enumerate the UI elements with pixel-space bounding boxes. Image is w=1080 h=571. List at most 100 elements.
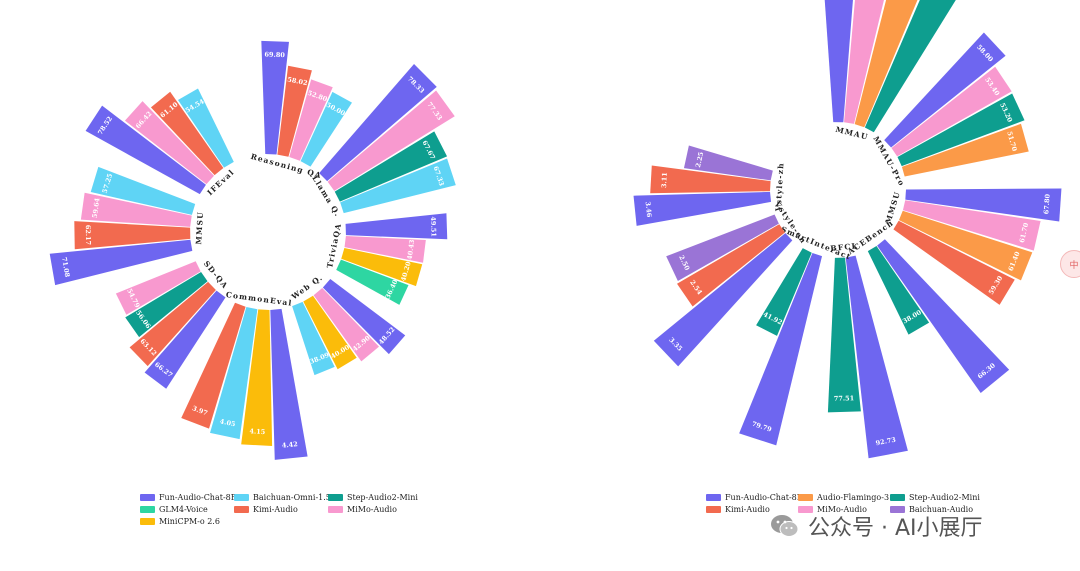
bar-triviaqa-minicpm-o-2-6[interactable]	[341, 247, 423, 287]
legend-label: MiMo-Audio	[817, 505, 867, 514]
wechat-icon	[771, 515, 799, 537]
bar-vstyle-zh-kimi-audio[interactable]	[650, 165, 771, 194]
bar-smartinteract-fun-audio-chat-8b[interactable]	[739, 253, 823, 446]
bar-mmau-pro-fun-audio-chat-8b[interactable]	[884, 32, 1006, 148]
bar-vstyle-en-baichuan-audio[interactable]	[666, 214, 779, 281]
value-label-mmsu-fun-audio-chat-8b: 71.08	[60, 256, 71, 278]
legend-item-minicpm-o-2-6[interactable]: MiniCPM-o 2.6	[140, 517, 220, 526]
bar-mmsu-baichuan-omni-1-5[interactable]	[90, 166, 196, 215]
legend-label: Fun-Audio-Chat-8B	[159, 493, 237, 502]
bar-commoneval-kimi-audio[interactable]	[181, 302, 246, 429]
bar-commoneval-minicpm-o-2-6[interactable]	[241, 309, 273, 446]
bar-web-q-mimo-audio[interactable]	[313, 288, 380, 362]
bar-mmau-pro-step-audio2-mini[interactable]	[897, 93, 1025, 167]
bar-web-q-minicpm-o-2-6[interactable]	[303, 295, 357, 370]
value-label-vstyle-zh-baichuan-audio: 2.25	[694, 151, 705, 169]
bar-reasoning-qa-mimo-audio[interactable]	[289, 79, 333, 161]
legend-item-audio-flamingo-3[interactable]: Audio-Flamingo-3	[798, 493, 889, 502]
bar-mmau-pro-mimo-audio[interactable]	[891, 66, 1012, 157]
legend-left: Fun-Audio-Chat-8B Baichuan-Omni-1.5 Step-A…	[140, 493, 440, 533]
category-label-mmsu: MMSU	[194, 211, 205, 245]
bar-reasoning-qa-fun-audio-chat-8b[interactable]	[261, 40, 289, 155]
legend-item-mimo-audio[interactable]: MiMo-Audio	[798, 505, 867, 514]
bar-mmau-fun-audio-chat-8b[interactable]	[821, 0, 858, 123]
value-label-mmsu-mimo-audio: 59.64	[91, 197, 102, 219]
bar-web-q-fun-audio-chat-8b[interactable]	[322, 278, 406, 355]
bar-sd-qa-kimi-audio[interactable]	[129, 281, 216, 367]
bar-bfcl-step-audio2-mini[interactable]	[827, 257, 861, 413]
legend-item-kimi-audio[interactable]: Kimi-Audio	[706, 505, 770, 514]
value-label-commoneval-minicpm-o-2-6: 4.15	[249, 427, 266, 436]
bar-web-q-baichuan-omni-1-5[interactable]	[292, 301, 335, 376]
legend-item-mimo-audio[interactable]: MiMo-Audio	[328, 505, 397, 514]
bar-mmau-audio-flamingo-3[interactable]	[854, 0, 930, 128]
bar-sd-qa-fun-audio-chat-8b[interactable]	[144, 290, 226, 389]
bar-mmau-pro-audio-flamingo-3[interactable]	[901, 123, 1029, 177]
bar-mmau-step-audio2-mini[interactable]	[864, 0, 963, 133]
bar-llama-q-fun-audio-chat-8b[interactable]	[319, 64, 437, 182]
bar-mmsu-audio-flamingo-3[interactable]	[898, 210, 1033, 281]
bar-ifeval-baichuan-omni-1-5[interactable]	[177, 88, 234, 168]
bar-triviaqa-mimo-audio[interactable]	[344, 235, 426, 263]
bar-acebench-step-audio2-mini[interactable]	[867, 246, 930, 335]
legend-item-fun-audio-chat-8b[interactable]: Fun-Audio-Chat-8B	[140, 493, 237, 502]
legend-item-step-audio2-mini[interactable]: Step-Audio2-Mini	[890, 493, 980, 502]
bar-mmsu-fun-audio-chat-8b[interactable]	[49, 239, 193, 286]
side-translate-badge[interactable]: 中	[1060, 250, 1080, 278]
legend-item-kimi-audio[interactable]: Kimi-Audio	[234, 505, 298, 514]
value-label-triviaqa-fun-audio-chat-8b: 49.51	[429, 216, 438, 237]
bar-vstyle-zh-baichuan-audio[interactable]	[683, 145, 773, 181]
bar-mmsu-mimo-audio[interactable]	[80, 192, 192, 227]
bar-mmsu-kimi-audio[interactable]	[74, 221, 191, 250]
legend-item-baichuan-audio[interactable]: Baichuan-Audio	[890, 505, 973, 514]
bar-smartinteract-step-audio2-mini[interactable]	[756, 248, 812, 336]
legend-item-fun-audio-chat-8b[interactable]: Fun-Audio-Chat-8B	[706, 493, 803, 502]
bar-triviaqa-glm4-voice[interactable]	[336, 259, 409, 305]
legend-item-step-audio2-mini[interactable]: Step-Audio2-Mini	[328, 493, 418, 502]
bar-triviaqa-fun-audio-chat-8b[interactable]	[345, 213, 448, 240]
bar-vstyle-en-fun-audio-chat-8b[interactable]	[653, 233, 793, 367]
legend-swatch	[140, 506, 155, 513]
bar-llama-q-baichuan-omni-1-5[interactable]	[340, 158, 456, 214]
bar-mmau-mimo-audio[interactable]	[844, 0, 895, 124]
legend-item-glm4-voice[interactable]: GLM4-Voice	[140, 505, 208, 514]
bar-llama-q-step-audio2-mini[interactable]	[334, 131, 448, 202]
bar-ifeval-kimi-audio[interactable]	[150, 91, 224, 176]
bar-bfcl-fun-audio-chat-8b[interactable]	[845, 255, 908, 459]
bar-mmsu-kimi-audio[interactable]	[893, 220, 1015, 305]
legend-swatch	[798, 494, 813, 501]
bar-mmsu-fun-audio-chat-8b[interactable]	[905, 188, 1062, 222]
side-badge-label: 中	[1069, 260, 1079, 271]
value-label-bfcl-fun-audio-chat-8b: 92.73	[875, 436, 897, 448]
bar-ifeval-fun-audio-chat-8b[interactable]	[85, 105, 206, 195]
watermark: 公众号 · AI小展厅	[770, 510, 983, 542]
bar-commoneval-baichuan-omni-1-5[interactable]	[210, 306, 258, 440]
legend-swatch	[328, 494, 343, 501]
bar-ifeval-mimo-audio[interactable]	[124, 101, 215, 185]
value-label-triviaqa-mimo-audio: 40.43	[406, 239, 416, 261]
legend-label: Baichuan-Audio	[909, 505, 974, 514]
bar-mmsu-mimo-audio[interactable]	[902, 200, 1041, 251]
bar-reasoning-qa-kimi-audio[interactable]	[277, 65, 312, 157]
legend-label: Baichuan-Omni-1.5	[253, 493, 331, 502]
bar-reasoning-qa-baichuan-omni-1-5[interactable]	[300, 91, 352, 167]
bar-llama-q-mimo-audio[interactable]	[327, 90, 455, 191]
value-label-vstyle-zh-fun-audio-chat-8b: 3.46	[644, 201, 654, 218]
bar-acebench-fun-audio-chat-8b[interactable]	[877, 239, 1010, 394]
bar-sd-qa-mimo-audio[interactable]	[115, 261, 201, 315]
legend-label: Step-Audio2-Mini	[347, 493, 418, 502]
bar-vstyle-zh-fun-audio-chat-8b[interactable]	[633, 191, 772, 226]
bar-vstyle-en-kimi-audio[interactable]	[677, 224, 785, 307]
legend-item-baichuan-omni-1-5[interactable]: Baichuan-Omni-1.5	[234, 493, 331, 502]
bar-sd-qa-step-audio2-mini[interactable]	[125, 272, 208, 338]
bar-commoneval-fun-audio-chat-8b[interactable]	[270, 308, 308, 460]
value-label-vstyle-zh-kimi-audio: 3.11	[660, 172, 669, 188]
value-label-bfcl-step-audio2-mini: 77.51	[834, 394, 855, 403]
